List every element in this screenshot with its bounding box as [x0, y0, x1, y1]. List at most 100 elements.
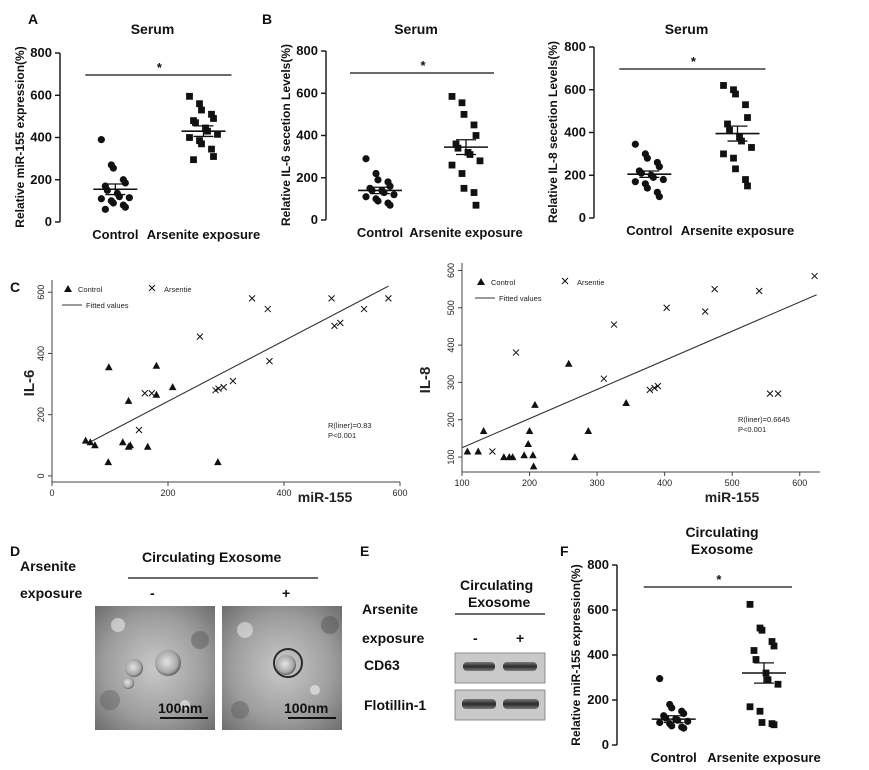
- legend-label-fit: Fitted values: [86, 301, 129, 310]
- data-point-arsenite: [768, 638, 776, 645]
- data-point-control: [386, 182, 394, 190]
- data-point-control: [508, 453, 517, 461]
- chart-title: Circulating: [685, 524, 758, 540]
- panel-letter-e: E: [360, 543, 369, 559]
- data-point-control: [101, 205, 109, 213]
- data-point-control: [622, 398, 630, 406]
- y-tick-label: 200: [564, 167, 586, 182]
- y-tick-label: 200: [30, 172, 52, 187]
- data-point-control: [103, 186, 111, 194]
- data-point-arsenite: [192, 119, 199, 127]
- data-point-arsenite: [208, 110, 215, 118]
- data-point-control: [143, 442, 152, 450]
- category-label: Arsenite exposure: [707, 750, 820, 765]
- panel-d-header: Circulating Exosome: [142, 549, 281, 565]
- panel-letter-d: D: [10, 543, 20, 559]
- y-tick-label: 0: [36, 473, 46, 478]
- chart-b-il8: 0 200 400 600 800 Relative IL-8 secetion Leve…: [546, 21, 794, 238]
- y-tick-label: 300: [446, 375, 456, 390]
- data-point-arsenite: [610, 321, 618, 328]
- data-point-control: [104, 458, 113, 466]
- y-tick-label: 200: [587, 692, 609, 707]
- data-point-arsenite: [732, 165, 739, 173]
- band: [503, 699, 539, 709]
- x-tick-label: 500: [725, 478, 740, 488]
- data-point-arsenite: [472, 132, 480, 139]
- y-tick-label: 600: [296, 85, 318, 100]
- y-tick-label: 200: [446, 412, 456, 427]
- category-label: Control: [626, 223, 672, 238]
- data-point-arsenite: [135, 426, 143, 434]
- chart-f: 0 200 400 600 800 Relative miR-155 expression…: [569, 524, 821, 765]
- data-point-arsenite: [452, 140, 460, 148]
- data-point-arsenite: [736, 133, 743, 141]
- data-point-arsenite: [385, 295, 392, 302]
- data-point-arsenite: [600, 375, 608, 383]
- y-tick-label: 400: [564, 125, 586, 140]
- data-point-control: [520, 451, 528, 459]
- data-point-control: [109, 199, 117, 207]
- chart-title: Serum: [394, 21, 438, 37]
- data-point-arsenite: [214, 130, 221, 138]
- significance-star: *: [420, 58, 426, 73]
- data-point-control: [168, 383, 177, 391]
- x-tick-label: 100: [454, 478, 469, 488]
- y-tick-label: 200: [296, 170, 318, 185]
- data-point-arsenite: [724, 120, 731, 128]
- data-point-control: [126, 441, 135, 449]
- tem-image-control: 100nm: [95, 606, 215, 730]
- data-point-arsenite: [720, 82, 727, 89]
- data-point-arsenite: [448, 161, 456, 169]
- data-point-control: [500, 453, 508, 461]
- data-point-arsenite: [190, 156, 197, 164]
- x-tick-label: 200: [522, 478, 537, 488]
- y-axis-label: Relative miR-155 expression(%): [13, 46, 27, 227]
- y-axis-label: Relative IL-6 secetion Levels(%): [279, 44, 293, 226]
- scale-bar-label: 100nm: [284, 700, 328, 716]
- y-tick-label: 800: [564, 39, 586, 54]
- data-point-arsenite: [654, 382, 662, 390]
- y-tick-label: 600: [36, 285, 46, 300]
- data-point-arsenite: [701, 308, 709, 315]
- data-point-control: [374, 197, 382, 205]
- legend-marker-arsenite: [148, 284, 156, 292]
- y-tick-label: 600: [564, 82, 586, 97]
- band: [463, 662, 495, 671]
- data-point-arsenite: [331, 322, 338, 330]
- treatment-label: exposure: [362, 630, 424, 646]
- panel-e-header: Circulating: [460, 577, 533, 593]
- data-point-control: [121, 179, 129, 187]
- fitted-line: [461, 294, 817, 449]
- data-point-arsenite: [360, 305, 368, 313]
- data-point-arsenite: [748, 144, 755, 151]
- y-tick-label: 0: [602, 737, 609, 752]
- y-tick-label: 600: [446, 263, 456, 278]
- data-point-arsenite: [266, 357, 273, 365]
- data-point-arsenite: [220, 383, 228, 391]
- data-point-control: [81, 436, 90, 444]
- y-axis-label: Relative IL-8 secetion Levels(%): [546, 41, 560, 223]
- band-label-flotillin: Flotillin-1: [364, 697, 426, 713]
- data-point-arsenite: [770, 721, 778, 729]
- data-point-control: [362, 193, 370, 201]
- y-tick-label: 400: [587, 647, 609, 662]
- annotation: R(liner)=0.83: [328, 421, 372, 430]
- y-axis-label: IL-6: [21, 370, 38, 397]
- data-point-control: [529, 451, 537, 459]
- panel-letter-f: F: [560, 543, 569, 559]
- y-tick-label: 0: [579, 210, 586, 225]
- data-point-control: [86, 438, 95, 446]
- data-point-control: [362, 155, 370, 163]
- y-tick-label: 400: [36, 346, 46, 361]
- data-point-arsenite: [758, 626, 766, 634]
- data-point-arsenite: [742, 101, 749, 109]
- data-point-arsenite: [448, 93, 456, 100]
- data-point-arsenite: [811, 272, 818, 280]
- band: [462, 699, 496, 709]
- data-point-control: [668, 722, 676, 730]
- data-point-control: [97, 136, 105, 144]
- data-point-control: [474, 447, 483, 455]
- x-tick-label: 200: [160, 488, 175, 498]
- x-axis-label: miR-155: [298, 489, 353, 505]
